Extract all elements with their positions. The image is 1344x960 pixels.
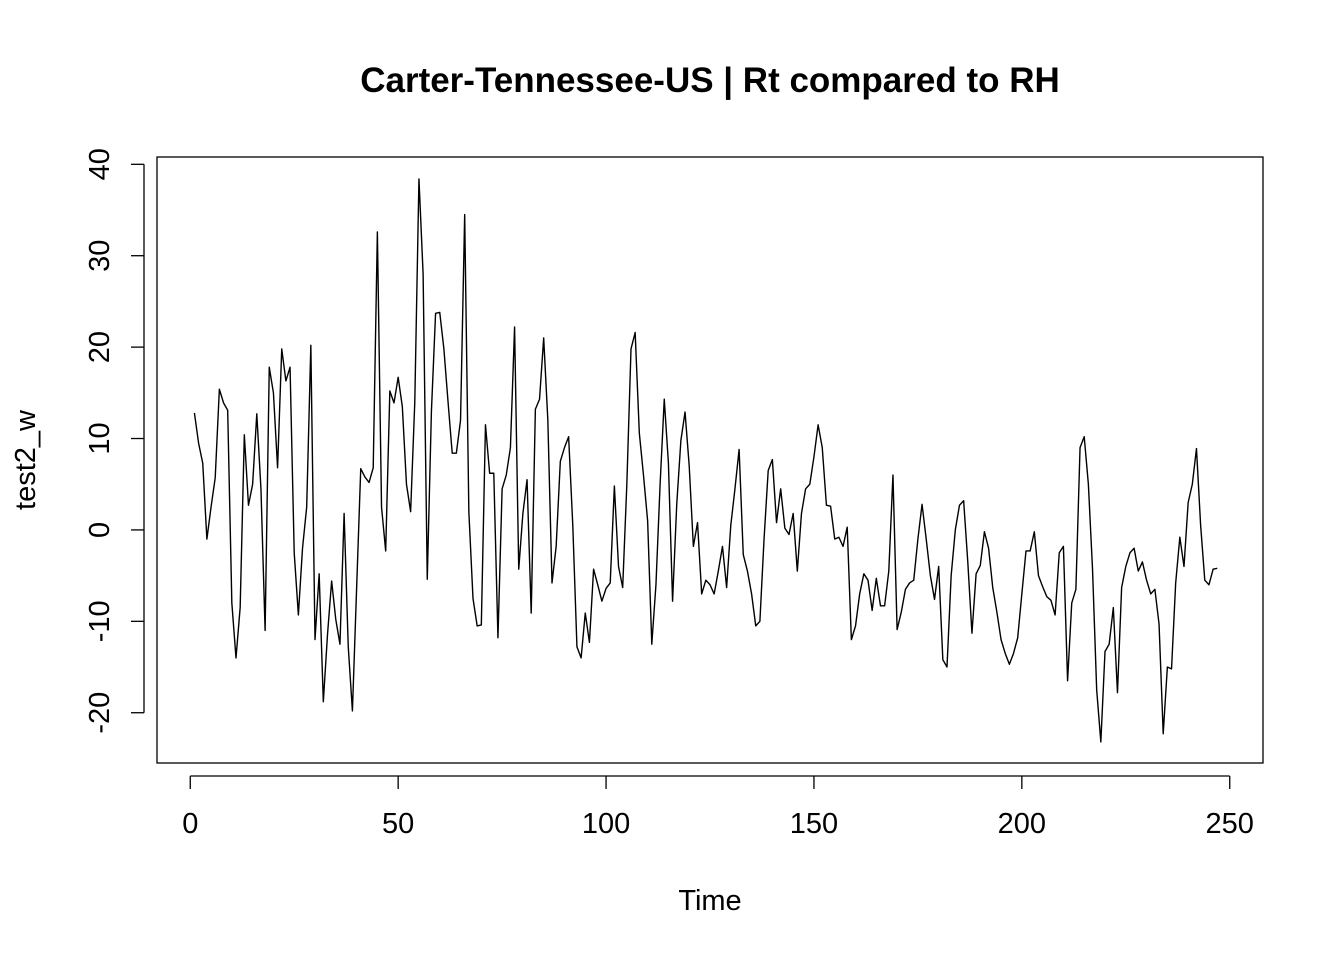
plot-frame bbox=[156, 156, 1264, 764]
y-tick-label: 40 bbox=[84, 148, 116, 180]
y-tick-label: -10 bbox=[84, 600, 116, 642]
x-axis-label: Time bbox=[678, 885, 741, 917]
y-tick-label: -20 bbox=[84, 692, 116, 734]
y-tick-label: 0 bbox=[84, 522, 116, 538]
x-tick-label: 250 bbox=[1206, 808, 1254, 840]
y-axis: -20 -10 0 10 20 30 40 bbox=[84, 148, 145, 734]
chart-title: Carter-Tennessee-US | Rt compared to RH bbox=[360, 61, 1060, 100]
x-tick-label: 200 bbox=[998, 808, 1046, 840]
x-tick-label: 0 bbox=[182, 808, 198, 840]
x-axis: 0 50 100 150 200 250 bbox=[182, 775, 1254, 840]
x-tick-label: 100 bbox=[582, 808, 630, 840]
y-tick-label: 10 bbox=[84, 422, 116, 454]
x-tick-label: 150 bbox=[790, 808, 838, 840]
x-tick-label: 50 bbox=[382, 808, 414, 840]
y-axis-label: test2_w bbox=[10, 409, 42, 510]
y-tick-label: 30 bbox=[84, 240, 116, 272]
y-tick-label: 20 bbox=[84, 331, 116, 363]
data-points bbox=[194, 179, 1217, 742]
series-line bbox=[193, 178, 1218, 743]
